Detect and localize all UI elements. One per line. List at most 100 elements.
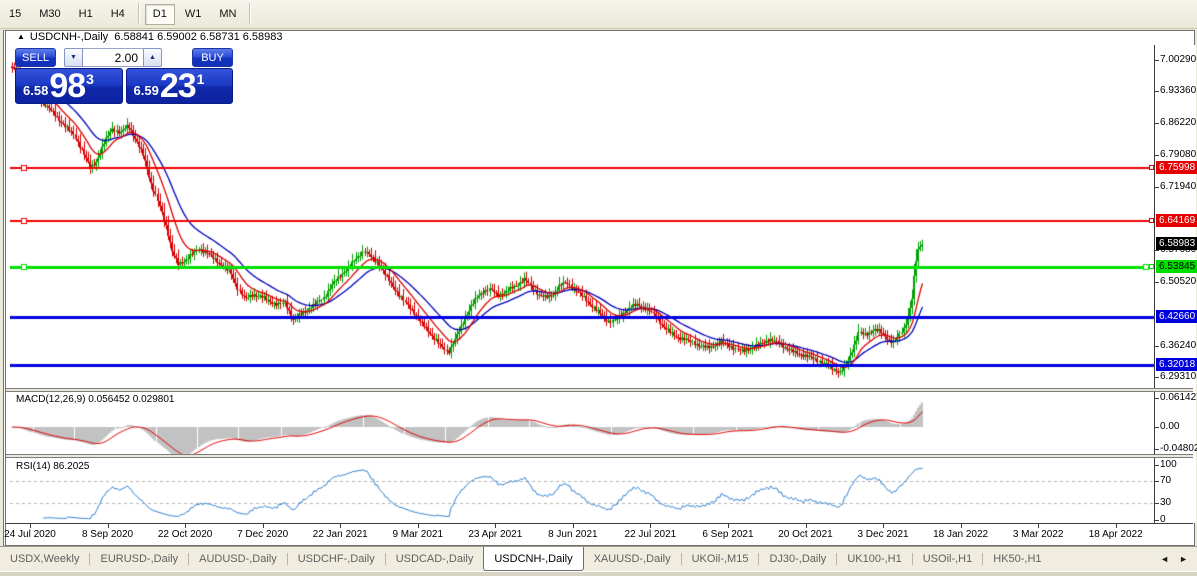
price-tick-label: 6.29310 — [1154, 370, 1197, 382]
date-tick — [107, 524, 109, 528]
volume-increase-button[interactable]: ▲ — [143, 48, 162, 67]
tab-divider — [286, 553, 288, 565]
date-label: 24 Jul 2020 — [4, 529, 56, 540]
date-tick — [727, 524, 729, 528]
symbol-tab-ukoil-[interactable]: UKOil-,M15 — [691, 553, 749, 565]
date-tick — [1038, 524, 1040, 528]
rsi-tick-label: 100 — [1155, 458, 1177, 470]
date-label: 6 Sep 2021 — [702, 529, 754, 540]
date-tick — [417, 524, 419, 528]
price-tick-label: 6.79080 — [1154, 148, 1197, 160]
date-label: 22 Jan 2021 — [312, 529, 368, 540]
sell-price-prefix: 6.58 — [23, 83, 49, 98]
price-tick-label: 6.36240 — [1154, 340, 1197, 352]
symbol-tab-eurusd-[interactable]: EURUSD-,Daily — [100, 553, 179, 565]
line-anchor-handle[interactable] — [1149, 218, 1154, 224]
tab-scroll-left-icon[interactable]: ◄ — [1160, 554, 1170, 564]
spin-down-icon: ▼ — [70, 54, 77, 61]
tab-divider — [982, 553, 984, 565]
timeframe-button-m30[interactable]: M30 — [39, 8, 61, 20]
symbol-tab-usdx[interactable]: USDX,Weekly — [10, 553, 80, 565]
symbol-tab-bar: USDX,Weekly EURUSD-,Daily AUDUSD-,Daily USD… — [0, 546, 1197, 571]
tab-divider — [188, 553, 190, 565]
date-label: 23 Apr 2021 — [468, 529, 523, 540]
timeframe-button-mn[interactable]: MN — [219, 8, 237, 20]
symbol-tab-xauusd-[interactable]: XAUUSD-,Daily — [593, 553, 671, 565]
date-label: 3 Mar 2022 — [1012, 529, 1064, 540]
toolbar-separator — [137, 3, 140, 25]
symbol-tab-uk100-[interactable]: UK100-,H1 — [847, 553, 902, 565]
date-tick — [262, 524, 264, 528]
date-label: 8 Jun 2021 — [548, 529, 598, 540]
symbol-tab-dj30-[interactable]: DJ30-,Daily — [769, 553, 827, 565]
tab-divider — [911, 553, 913, 565]
line-anchor-handle[interactable] — [1149, 165, 1154, 171]
price-badge: 6.32018 — [1156, 357, 1197, 371]
timeframe-button-w1[interactable]: W1 — [184, 8, 202, 20]
volume-input[interactable] — [83, 48, 143, 67]
line-anchor-handle[interactable] — [1149, 264, 1154, 270]
rsi-panel-splitter[interactable] — [6, 454, 1193, 458]
date-label: 7 Dec 2020 — [237, 529, 289, 540]
date-label: 22 Jul 2021 — [624, 529, 677, 540]
toolbar-separator — [249, 3, 252, 25]
tab-divider — [384, 553, 386, 565]
price-badge: 6.42660 — [1156, 310, 1197, 324]
timeframe-button-h1[interactable]: H1 — [78, 8, 93, 20]
price-chart-canvas[interactable] — [10, 45, 1154, 523]
sell-price-box[interactable]: 6.58 98 3 — [15, 68, 123, 104]
tab-divider — [836, 553, 838, 565]
date-tick — [572, 524, 574, 528]
symbol-tab-usoil-[interactable]: USOil-,H1 — [922, 553, 973, 565]
rsi-tick-label: 70 — [1154, 475, 1172, 486]
tab-divider — [89, 553, 91, 565]
rsi-indicator-label: RSI(14) 86.2025 — [16, 461, 90, 472]
date-tick — [960, 524, 962, 528]
tab-divider — [680, 553, 682, 565]
price-tick-label: 6.71940 — [1154, 180, 1197, 192]
volume-decrease-button[interactable]: ▼ — [64, 48, 83, 67]
timeframe-toolbar: 15 M30 H1 H4 D1 W1 MN — [0, 0, 1197, 29]
tab-scroll-buttons: ◄ ► — [1151, 547, 1197, 571]
symbol-tab-hk50-[interactable]: HK50-,H1 — [993, 553, 1042, 565]
chart-title: ▲ USDCNH-,Daily 6.58841 6.59002 6.58731 6… — [6, 31, 1194, 45]
date-tick — [650, 524, 652, 528]
price-tick-label: 6.86220 — [1154, 116, 1197, 128]
sell-button[interactable]: SELL — [15, 48, 56, 67]
timeframe-button-15[interactable]: 15 — [9, 8, 22, 20]
symbol-tab-usdcad-[interactable]: USDCAD-,Daily — [395, 553, 474, 565]
price-badge: 6.53845 — [1149, 260, 1197, 274]
timeframe-button-h4[interactable]: H4 — [110, 8, 125, 20]
price-badge: 6.75998 — [1149, 161, 1197, 175]
buy-price-main: 23 — [159, 67, 197, 105]
date-label: 8 Sep 2020 — [81, 529, 134, 540]
sell-price-pip: 3 — [86, 71, 94, 87]
symbol-tab-usdchf-[interactable]: USDCHF-,Daily — [297, 553, 375, 565]
tab-divider — [758, 553, 760, 565]
chart-collapse-arrow-icon: ▲ — [17, 32, 25, 41]
one-click-trading-panel: SELL ▼ ▲ BUY 6.58 98 3 6.59 23 1 — [15, 48, 233, 106]
chart-window: ▲ USDCNH-,Daily 6.58841 6.59002 6.58731 6… — [3, 30, 1197, 546]
symbol-tab-usdcnh-[interactable]: USDCNH-,Daily — [483, 547, 584, 571]
macd-panel-splitter[interactable] — [6, 388, 1193, 392]
rsi-tick-label: 30 — [1154, 497, 1172, 508]
timeframe-button-d1[interactable]: D1 — [144, 3, 175, 25]
date-label: 20 Oct 2021 — [778, 529, 833, 540]
buy-price-box[interactable]: 6.59 23 1 — [125, 67, 233, 105]
buy-price-pip: 1 — [196, 71, 205, 87]
price-badge: 6.64169 — [1149, 214, 1197, 228]
date-label: 9 Mar 2021 — [392, 529, 444, 540]
date-tick — [495, 524, 497, 528]
date-tick — [805, 524, 807, 528]
price-tick-label: 7.00290 — [1154, 54, 1197, 65]
date-label: 18 Apr 2022 — [1088, 529, 1143, 540]
tab-scroll-right-icon[interactable]: ► — [1179, 554, 1188, 564]
buy-button[interactable]: BUY — [192, 48, 233, 67]
rsi-tick-label: 0 — [1155, 513, 1166, 525]
symbol-tab-audusd-[interactable]: AUDUSD-,Daily — [199, 553, 277, 565]
date-tick — [30, 524, 31, 528]
date-tick — [883, 524, 885, 528]
macd-tick-label: 0.00 — [1154, 421, 1180, 432]
buy-price-prefix: 6.59 — [133, 83, 159, 98]
